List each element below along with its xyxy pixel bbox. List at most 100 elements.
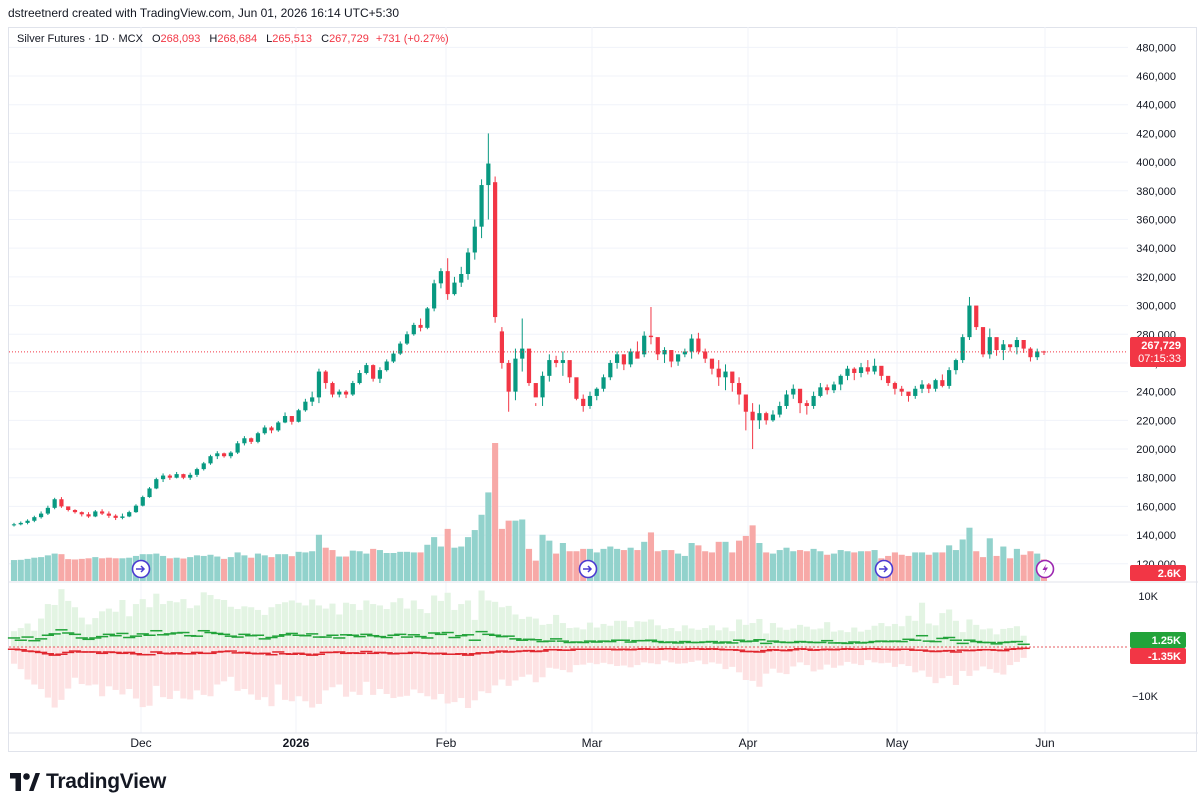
volume-bar xyxy=(844,551,851,581)
buy-volume-bar xyxy=(431,595,438,647)
volume-bar xyxy=(417,552,424,581)
buy-volume-bar xyxy=(790,628,797,647)
lightning-event-icon xyxy=(1035,559,1055,579)
sell-volume-bar xyxy=(78,647,85,685)
buy-volume-bar xyxy=(722,627,729,647)
volume-bar xyxy=(261,555,268,581)
volume-bar xyxy=(173,557,180,581)
sell-volume-bar xyxy=(702,647,709,665)
candle-body xyxy=(662,350,667,355)
tradingview-logo[interactable]: TradingView xyxy=(10,770,166,794)
sell-volume-bar xyxy=(153,647,160,686)
price-axis-tick-label: 160,000 xyxy=(1136,501,1176,513)
buy-volume-bar xyxy=(498,607,505,647)
sell-volume-bar xyxy=(65,647,72,689)
candle-body xyxy=(648,335,654,338)
volume-bar xyxy=(410,552,417,581)
sell-volume-bar xyxy=(925,647,932,677)
time-axis-label: Dec xyxy=(130,736,151,750)
sell-volume-bar xyxy=(586,647,594,663)
volume-bar xyxy=(905,555,912,581)
sell-volume-bar xyxy=(695,647,702,661)
volume-bar xyxy=(620,550,627,581)
sell-volume-bar xyxy=(973,647,980,671)
volume-bar xyxy=(349,550,356,581)
volume-bar xyxy=(912,552,919,581)
chart-frame[interactable] xyxy=(8,27,1197,752)
buy-volume-bar xyxy=(546,623,553,647)
sell-volume-bar xyxy=(471,647,478,701)
buy-volume-bar xyxy=(363,600,370,647)
volume-bar xyxy=(295,551,302,581)
open-value: 268,093 xyxy=(160,33,201,45)
tradingview-logo-icon xyxy=(10,773,40,791)
sell-volume-bar xyxy=(315,647,322,704)
buy-volume-bar xyxy=(946,609,953,647)
candle-body xyxy=(384,361,389,371)
buy-volume-bar xyxy=(505,605,512,647)
buy-volume-bar xyxy=(559,623,566,647)
volume-bar xyxy=(383,553,390,581)
buy-volume-bar xyxy=(634,621,641,647)
buy-volume-bar xyxy=(403,608,411,647)
buy-volume-bar xyxy=(437,600,444,647)
candle-body xyxy=(736,383,742,395)
sell-volume-bar xyxy=(1000,647,1007,675)
price-axis-tick-label: 180,000 xyxy=(1136,473,1176,485)
buy-volume-bar xyxy=(857,631,865,647)
volume-bar xyxy=(166,558,173,581)
candle-body xyxy=(411,324,416,335)
candle-body xyxy=(838,375,843,385)
sell-volume-bar xyxy=(444,647,451,704)
symbol-label[interactable]: Silver Futures · 1D · MCX xyxy=(17,33,143,45)
candle-body xyxy=(357,372,362,384)
candle-body xyxy=(642,335,647,355)
volume-bar xyxy=(180,558,187,581)
candle-body xyxy=(93,511,98,517)
buy-volume-bar xyxy=(803,626,810,647)
buy-volume-bar xyxy=(193,605,201,647)
volume-bar xyxy=(932,552,939,581)
volume-bar xyxy=(797,550,804,581)
candle-body xyxy=(404,334,410,344)
volume-bar xyxy=(200,555,207,581)
sell-volume-bar xyxy=(71,647,79,678)
buy-volume-bar xyxy=(519,618,526,647)
volume-bar xyxy=(1000,546,1007,581)
sell-volume-bar xyxy=(464,647,472,708)
sell-volume-bar xyxy=(58,647,65,700)
sell-volume-bar xyxy=(1013,647,1020,662)
buy-volume-bar xyxy=(736,619,743,647)
volume-bar xyxy=(464,537,472,581)
buy-volume-bar xyxy=(742,624,749,647)
candle-body xyxy=(282,416,288,423)
sell-volume-bar xyxy=(132,647,140,699)
volume-bar xyxy=(44,555,51,581)
price-axis-tick-label: 460,000 xyxy=(1136,71,1176,83)
sell-volume-bar xyxy=(146,647,153,706)
sell-volume-bar xyxy=(275,647,282,685)
volume-bar xyxy=(471,530,478,581)
volume-bar xyxy=(227,557,234,581)
sell-volume-bar xyxy=(92,647,99,685)
buy-volume-bar xyxy=(478,590,485,647)
candle-body xyxy=(513,358,518,392)
buy-volume-bar xyxy=(275,604,282,647)
buy-volume-bar xyxy=(600,623,607,647)
sell-volume-bar xyxy=(763,647,770,674)
volume-bar xyxy=(864,551,871,581)
buy-volume-bar xyxy=(78,617,85,647)
buy-volume-bar xyxy=(810,629,817,647)
sell-volume-bar xyxy=(736,647,743,673)
candle-body xyxy=(1001,344,1006,351)
buy-volume-bar xyxy=(214,599,221,647)
volume-bar xyxy=(891,552,898,581)
volume-bar xyxy=(485,492,492,581)
candle-body xyxy=(11,524,17,526)
volume-bar xyxy=(248,557,255,581)
volume-bar xyxy=(71,559,79,581)
sell-volume-bar xyxy=(661,647,668,661)
sell-volume-bar xyxy=(600,647,607,663)
sell-volume-bar xyxy=(376,647,383,690)
